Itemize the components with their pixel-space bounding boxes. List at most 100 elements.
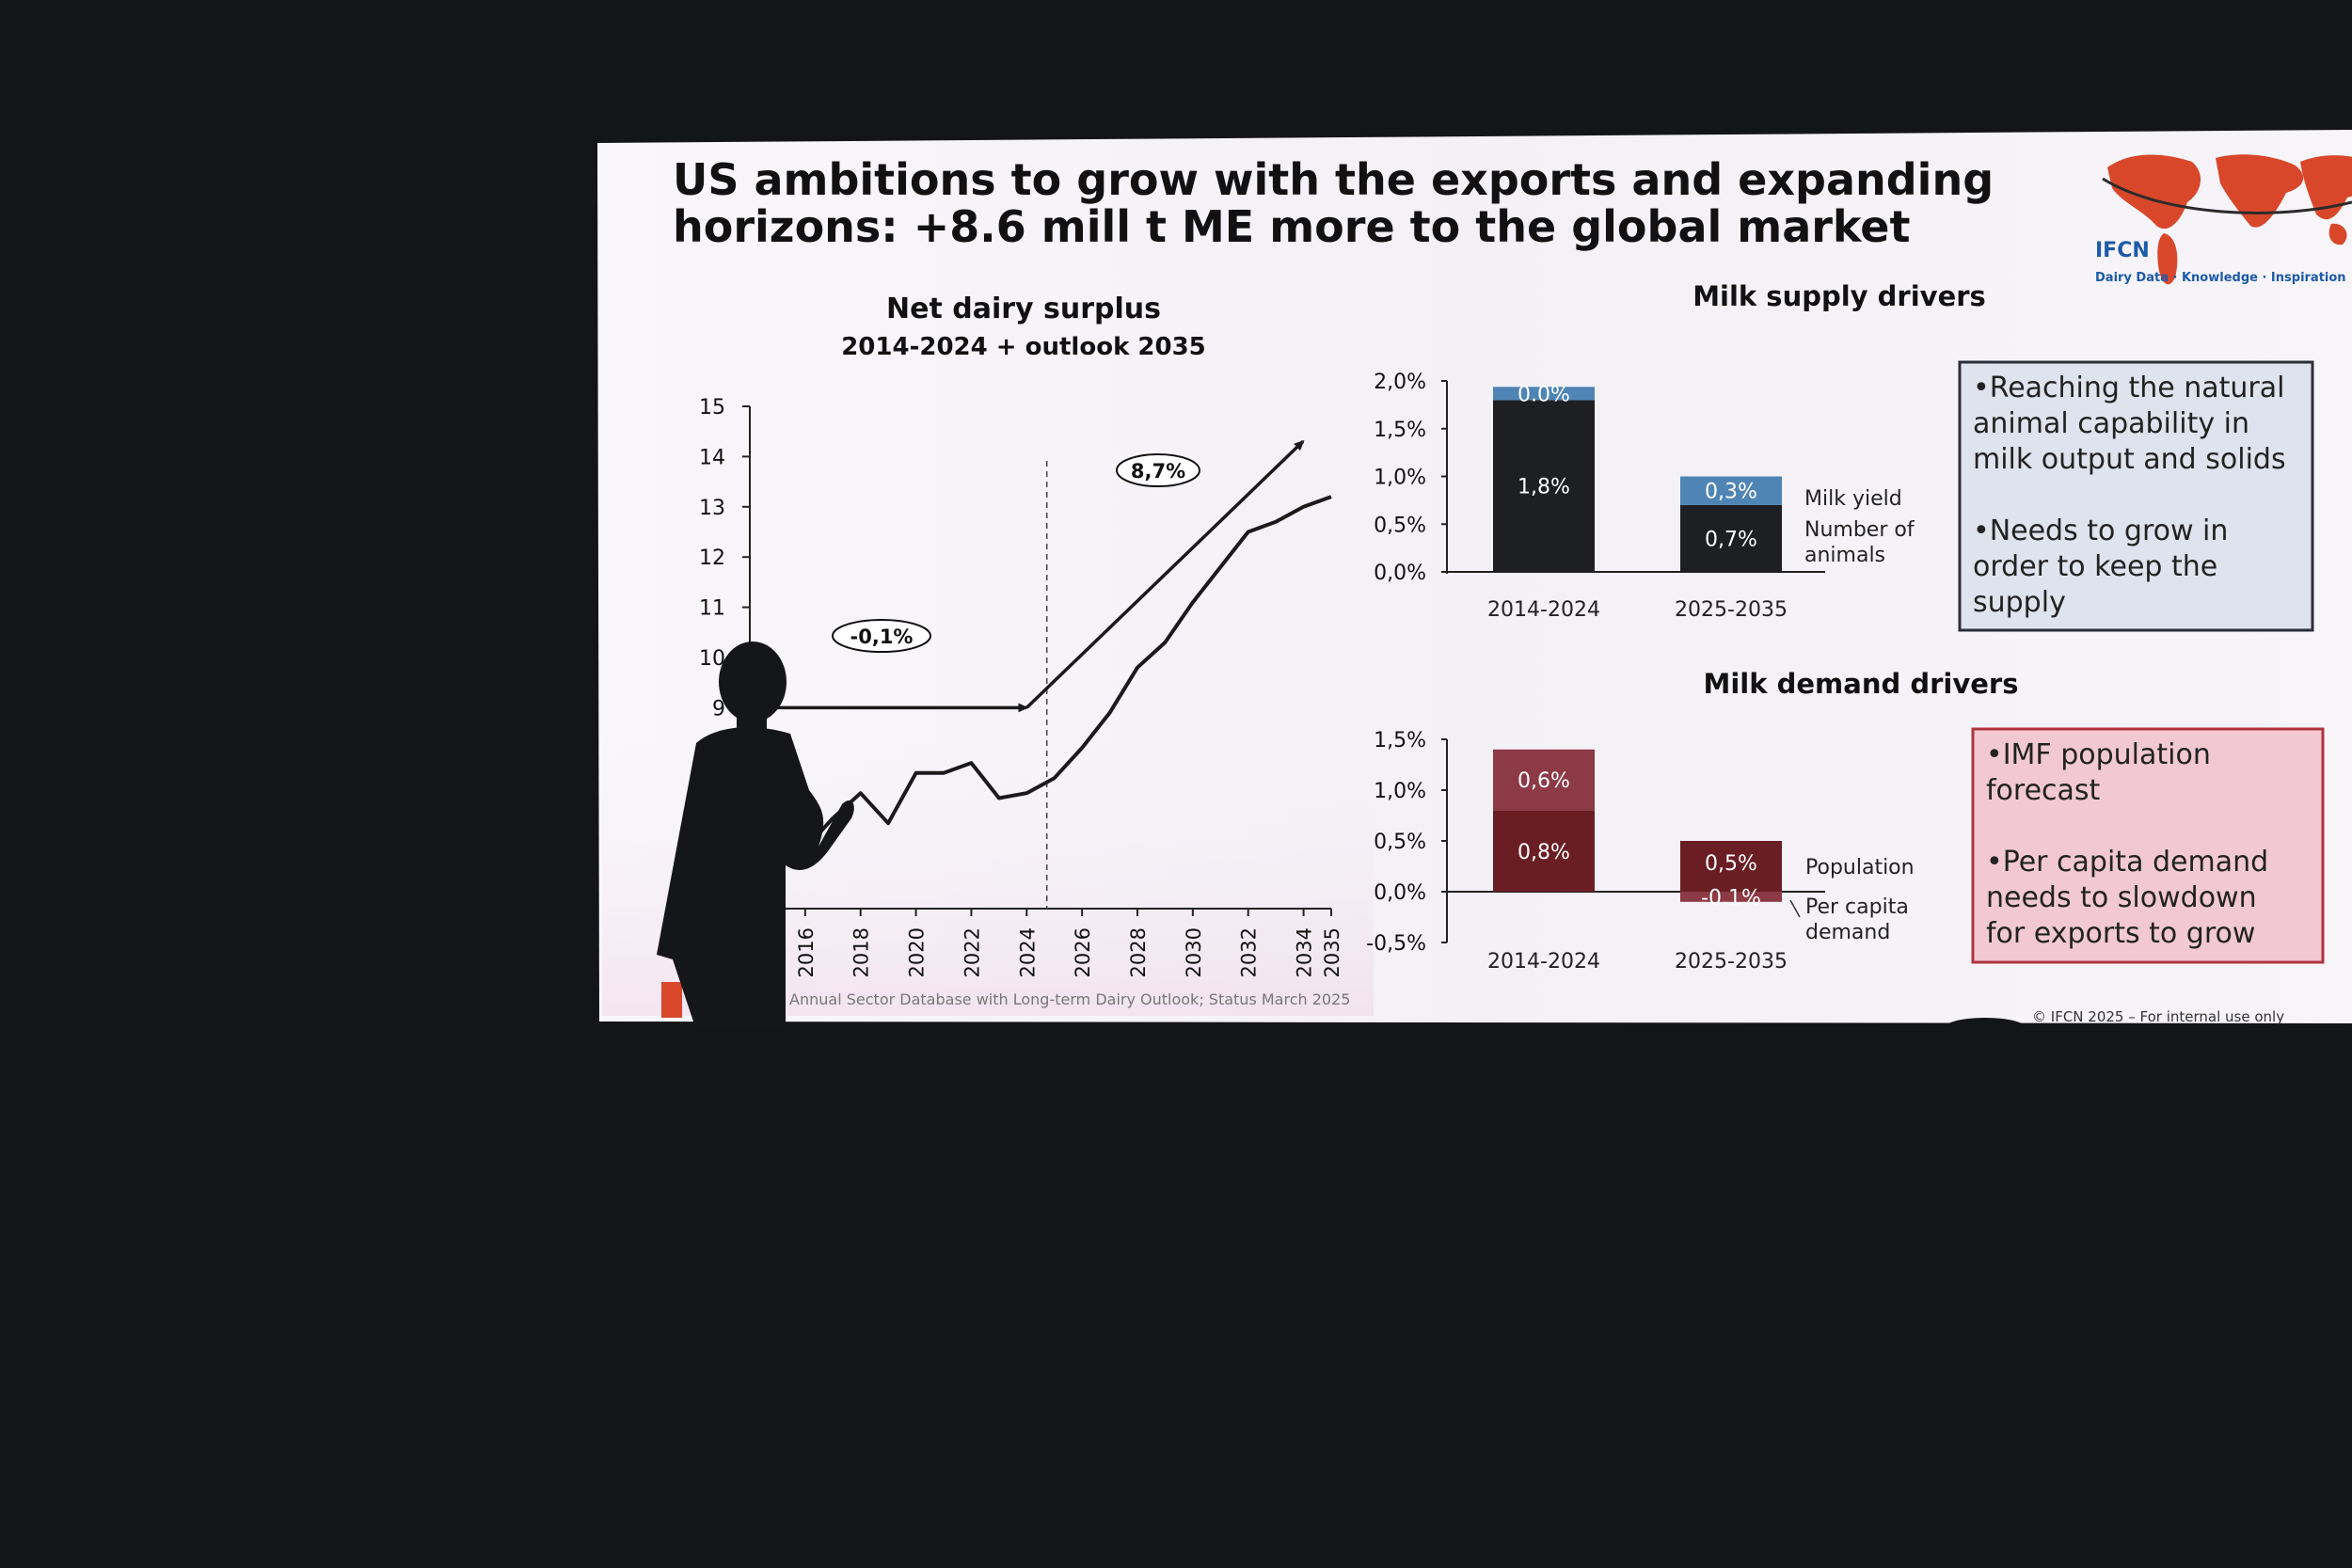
demand-legend-population: Population	[1805, 856, 1915, 879]
logo-swoosh	[2102, 177, 2352, 214]
x-tick-label: 2030	[1183, 927, 1205, 977]
demand-category-1: 2014-2024	[1487, 950, 1600, 974]
demand-bars: 0,8% 0,6% 0,5% -0.1%	[1493, 749, 1782, 910]
copyright-note: © IFCN 2025 – For internal use only	[2032, 1008, 2284, 1025]
x-tick-label: 2022	[961, 927, 983, 977]
bar-y-tick-label: 0,5%	[1374, 514, 1426, 537]
supply-category-2: 2025-2035	[1675, 598, 1788, 622]
x-tick-label: 2024	[1016, 927, 1039, 977]
bar-segment	[1493, 749, 1595, 811]
bar-value-label: 0,7%	[1705, 528, 1757, 551]
note-line: milk output and solids	[1973, 443, 2286, 476]
supply-legend-milk-yield: Milk yield	[1804, 487, 1902, 511]
x-tick-label: 2035	[1321, 927, 1343, 977]
y-tick-label: 15	[699, 396, 725, 420]
line-chart-title: Net dairy surplus	[886, 293, 1161, 325]
audience-darkness	[0, 1027, 2352, 1568]
speaker-silhouette	[657, 641, 854, 1030]
source-note: N Annual Sector Database with Long-term …	[773, 990, 1350, 1008]
supply-y-ticks: 0,0% 0,5% 1,0% 1,5% 2,0%	[1374, 371, 1447, 585]
world-map-icon	[2107, 154, 2352, 285]
annotation-bubble	[832, 619, 931, 653]
bar-y-tick-label: 2,0%	[1374, 371, 1426, 394]
bar-y-tick-label: 1,5%	[1374, 419, 1426, 442]
y-tick-label: 14	[699, 446, 725, 469]
annotation-outlook: 8,7%	[1116, 453, 1200, 487]
supply-legend-animals-line1: Number of	[1804, 518, 1915, 542]
note-line: •Per capita demand	[1986, 846, 2268, 879]
demand-y-ticks: -0,5% 0,0% 0,5% 1,0% 1,5%	[1366, 729, 1447, 956]
annotation-pre-2024: -0,1%	[832, 619, 931, 653]
ifcn-logo: IFCN Dairy Data · Knowledge · Inspiratio…	[2095, 154, 2352, 285]
x-tick-label: 2034	[1294, 927, 1316, 977]
bar-segment	[1493, 387, 1595, 401]
bar-value-label: 0.0%	[1518, 383, 1570, 406]
bar-y-tick-label: 0,0%	[1374, 881, 1426, 905]
y-tick-label: 12	[699, 546, 725, 570]
x-tick-label: 2028	[1127, 927, 1150, 977]
bar-y-tick-label: 1,0%	[1374, 467, 1426, 490]
x-tick-label: 2020	[906, 927, 929, 977]
bar-segment	[1680, 504, 1782, 572]
supply-bars: 1,8% 0.0% 0,7% 0,3%	[1493, 383, 1782, 572]
growth-arrow	[1025, 439, 1305, 709]
note-line: •Needs to grow in	[1973, 515, 2228, 547]
supply-category-1: 2014-2024	[1487, 598, 1600, 622]
bar-y-tick-label: -0,5%	[1366, 932, 1426, 956]
y-tick-label: 11	[699, 597, 725, 621]
bar-segment	[1680, 892, 1782, 902]
note-line: •Reaching the natural	[1973, 372, 2284, 404]
note-line: order to keep the	[1973, 550, 2217, 583]
slide-title-line1: US ambitions to grow with the exports an…	[673, 154, 1994, 205]
bar-y-tick-label: 0,5%	[1374, 831, 1426, 854]
audience-head	[1943, 1018, 2027, 1040]
supply-legend-animals-line2: animals	[1804, 544, 1885, 567]
line-chart-growth-arrows	[750, 439, 1305, 713]
milk-supply-drivers-chart: Milk supply drivers 0,0% 0,5% 1,0% 1,5% 2,0%…	[1374, 280, 1986, 622]
bar-value-label: 0,3%	[1705, 481, 1757, 504]
net-dairy-surplus-chart: Net dairy surplus 2014-2024 + outlook 20…	[699, 293, 1343, 977]
x-tick-label: 2026	[1072, 927, 1094, 977]
footer-accent	[661, 982, 682, 1018]
projected-slide: US ambitions to grow with the exports an…	[597, 130, 2352, 1025]
logo-text: IFCN	[2095, 239, 2150, 262]
bar-y-tick-label: 0,0%	[1374, 562, 1426, 585]
bar-y-tick-label: 1,5%	[1374, 729, 1426, 752]
note-line: •IMF population	[1986, 738, 2211, 771]
y-tick-label: 9	[712, 697, 725, 721]
demand-category-2: 2025-2035	[1675, 950, 1788, 974]
note-line: animal capability in	[1973, 407, 2249, 440]
bar-value-label: 1,8%	[1518, 476, 1570, 499]
bar-value-label: 0,8%	[1518, 841, 1570, 864]
line-chart-subtitle: 2014-2024 + outlook 2035	[841, 333, 1206, 361]
bar-value-label: -0.1%	[1701, 886, 1761, 910]
supply-note-frame	[1958, 360, 2314, 632]
x-tick-label: 2018	[850, 927, 873, 977]
demand-legend-percapita-line2: demand	[1805, 921, 1890, 944]
logo-tagline: Dairy Data · Knowledge · Inspiration	[2095, 271, 2346, 285]
annotation-label-outlook: 8,7%	[1131, 460, 1185, 483]
note-line: supply	[1973, 586, 2066, 619]
bar-segment	[1680, 476, 1782, 505]
bar-segment	[1493, 810, 1595, 892]
demand-legend-leader	[1789, 899, 1801, 918]
annotation-label-pre: -0,1%	[850, 626, 914, 648]
demand-legend-percapita-line1: Per capita	[1805, 895, 1909, 919]
y-tick-label: 10	[699, 647, 725, 671]
bar-segment	[1493, 400, 1595, 572]
demand-chart-title: Milk demand drivers	[1704, 668, 2019, 700]
slide-title-line2: horizons: +8.6 mill t ME more to the glo…	[673, 201, 1910, 252]
milk-demand-drivers-chart: Milk demand drivers -0,5% 0,0% 0,5% 1,0% 1,5…	[1366, 668, 2018, 974]
x-tick-label: 2032	[1238, 927, 1261, 977]
y-tick-label: 13	[699, 497, 725, 520]
note-line: forecast	[1986, 774, 2101, 807]
bar-value-label: 0,5%	[1705, 852, 1757, 876]
annotation-bubble	[1116, 453, 1200, 487]
note-line: needs to slowdown	[1986, 881, 2257, 914]
note-line: for exports to grow	[1986, 917, 2255, 950]
